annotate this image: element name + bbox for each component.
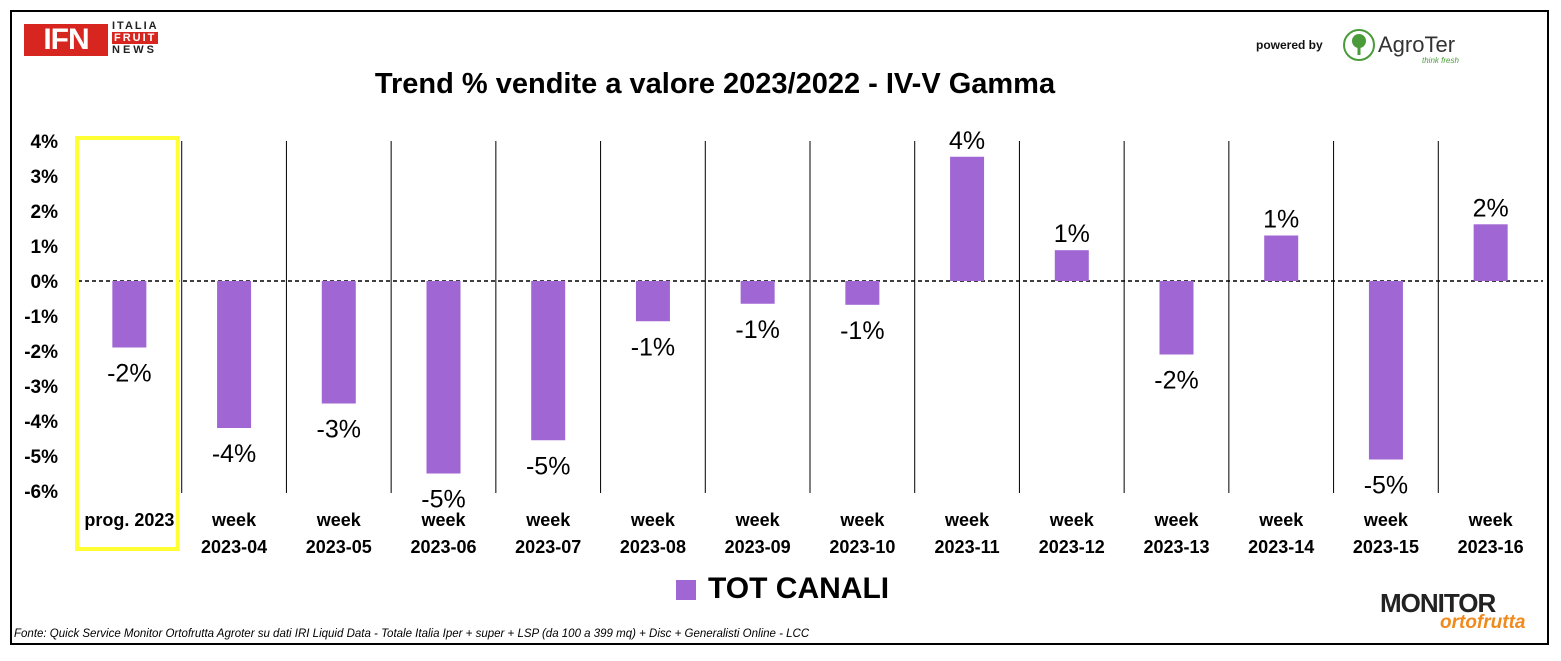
x-tick-label: 2023-12 bbox=[1039, 537, 1105, 557]
y-tick-label: -1% bbox=[24, 307, 58, 328]
chart-title: Trend % vendite a valore 2023/2022 - IV-… bbox=[374, 68, 1056, 100]
bar bbox=[112, 281, 147, 348]
bar bbox=[321, 281, 356, 404]
y-tick-label: -2% bbox=[24, 342, 58, 363]
data-label: -2% bbox=[1154, 367, 1198, 395]
data-label: 1% bbox=[1054, 220, 1090, 248]
bar bbox=[740, 281, 775, 304]
chart-frame bbox=[10, 10, 1549, 645]
data-label: 1% bbox=[1263, 206, 1299, 234]
x-tick-label: week bbox=[839, 510, 885, 530]
ifn-logo-line1: ITALIA bbox=[112, 20, 159, 32]
data-label: -1% bbox=[631, 333, 675, 361]
y-tick-label: -5% bbox=[24, 447, 58, 468]
highlight-box bbox=[75, 136, 180, 551]
bar bbox=[950, 156, 985, 281]
ifn-logo-line2: FRUIT bbox=[112, 32, 159, 44]
y-tick-label: -6% bbox=[24, 482, 58, 503]
data-label: -4% bbox=[212, 440, 256, 468]
x-tick-label: week bbox=[735, 510, 781, 530]
bar bbox=[1264, 235, 1299, 281]
bar bbox=[1473, 224, 1508, 281]
x-tick-label: week bbox=[1363, 510, 1409, 530]
x-tick-label: week bbox=[316, 510, 362, 530]
x-tick-label: 2023-04 bbox=[201, 537, 267, 557]
powered-by-label: powered by bbox=[1256, 38, 1323, 52]
x-tick-label: 2023-11 bbox=[935, 537, 1000, 557]
x-tick-label: week bbox=[211, 510, 257, 530]
x-tick-label: 2023-14 bbox=[1248, 537, 1314, 557]
legend-label: TOT CANALI bbox=[708, 572, 890, 605]
ifn-logo: IFN ITALIA FRUIT NEWS bbox=[24, 20, 174, 60]
y-tick-label: -3% bbox=[24, 377, 58, 398]
ifn-logo-line3: NEWS bbox=[112, 44, 157, 56]
x-tick-label: 2023-05 bbox=[306, 537, 372, 557]
data-label: -5% bbox=[421, 486, 465, 514]
bar bbox=[845, 281, 880, 305]
x-tick-label: 2023-15 bbox=[1353, 537, 1419, 557]
y-tick-label: 1% bbox=[31, 237, 59, 258]
data-label: -1% bbox=[735, 316, 779, 344]
data-label: -5% bbox=[526, 452, 570, 480]
x-tick-label: 2023-16 bbox=[1458, 537, 1524, 557]
ifn-logo-text: ITALIA FRUIT NEWS bbox=[112, 20, 159, 56]
x-tick-label: week bbox=[1049, 510, 1095, 530]
x-tick-label: week bbox=[420, 510, 466, 530]
x-tick-label: week bbox=[1258, 510, 1304, 530]
bar bbox=[426, 281, 461, 474]
x-tick-label: 2023-10 bbox=[829, 537, 895, 557]
x-tick-label: 2023-06 bbox=[410, 537, 476, 557]
data-label: -5% bbox=[1364, 472, 1408, 500]
x-tick-label: 2023-13 bbox=[1143, 537, 1209, 557]
x-tick-label: week bbox=[1153, 510, 1199, 530]
bar bbox=[531, 281, 566, 441]
x-tick-label: prog. 2023 bbox=[84, 510, 174, 530]
data-label: -2% bbox=[107, 360, 151, 388]
agroter-name: AgroTer bbox=[1378, 32, 1456, 57]
x-tick-label: 2023-08 bbox=[620, 537, 686, 557]
tree-icon bbox=[1343, 29, 1375, 61]
legend-swatch bbox=[676, 580, 696, 600]
bar bbox=[217, 281, 252, 428]
bar bbox=[635, 281, 670, 322]
x-tick-label: week bbox=[1468, 510, 1514, 530]
x-tick-label: week bbox=[944, 510, 990, 530]
y-tick-label: -4% bbox=[24, 412, 58, 433]
y-tick-label: 2% bbox=[31, 202, 59, 223]
y-tick-label: 3% bbox=[31, 167, 59, 188]
y-tick-label: 4% bbox=[31, 132, 59, 153]
monitor-ortofrutta-logo: MONITOR ortofrutta bbox=[1378, 588, 1543, 638]
data-label: 2% bbox=[1473, 194, 1509, 222]
source-note: Fonte: Quick Service Monitor Ortofrutta … bbox=[14, 628, 810, 640]
bar bbox=[1054, 250, 1089, 281]
x-tick-label: 2023-09 bbox=[725, 537, 791, 557]
y-tick-label: 0% bbox=[31, 272, 59, 293]
bar bbox=[1159, 281, 1194, 355]
x-tick-label: week bbox=[525, 510, 571, 530]
monitor-logo-bottom: ortofrutta bbox=[1440, 612, 1526, 633]
x-tick-label: 2023-07 bbox=[515, 537, 581, 557]
agroter-logo: AgroTer think fresh bbox=[1342, 26, 1472, 66]
data-label: -3% bbox=[317, 416, 361, 444]
bar bbox=[1368, 281, 1403, 460]
x-tick-label: week bbox=[630, 510, 676, 530]
monitor-logo-top: MONITOR bbox=[1380, 588, 1496, 618]
agroter-tagline: think fresh bbox=[1422, 56, 1459, 65]
data-label: 4% bbox=[949, 127, 985, 155]
ifn-logo-mark: IFN bbox=[24, 24, 108, 56]
data-label: -1% bbox=[840, 317, 884, 345]
